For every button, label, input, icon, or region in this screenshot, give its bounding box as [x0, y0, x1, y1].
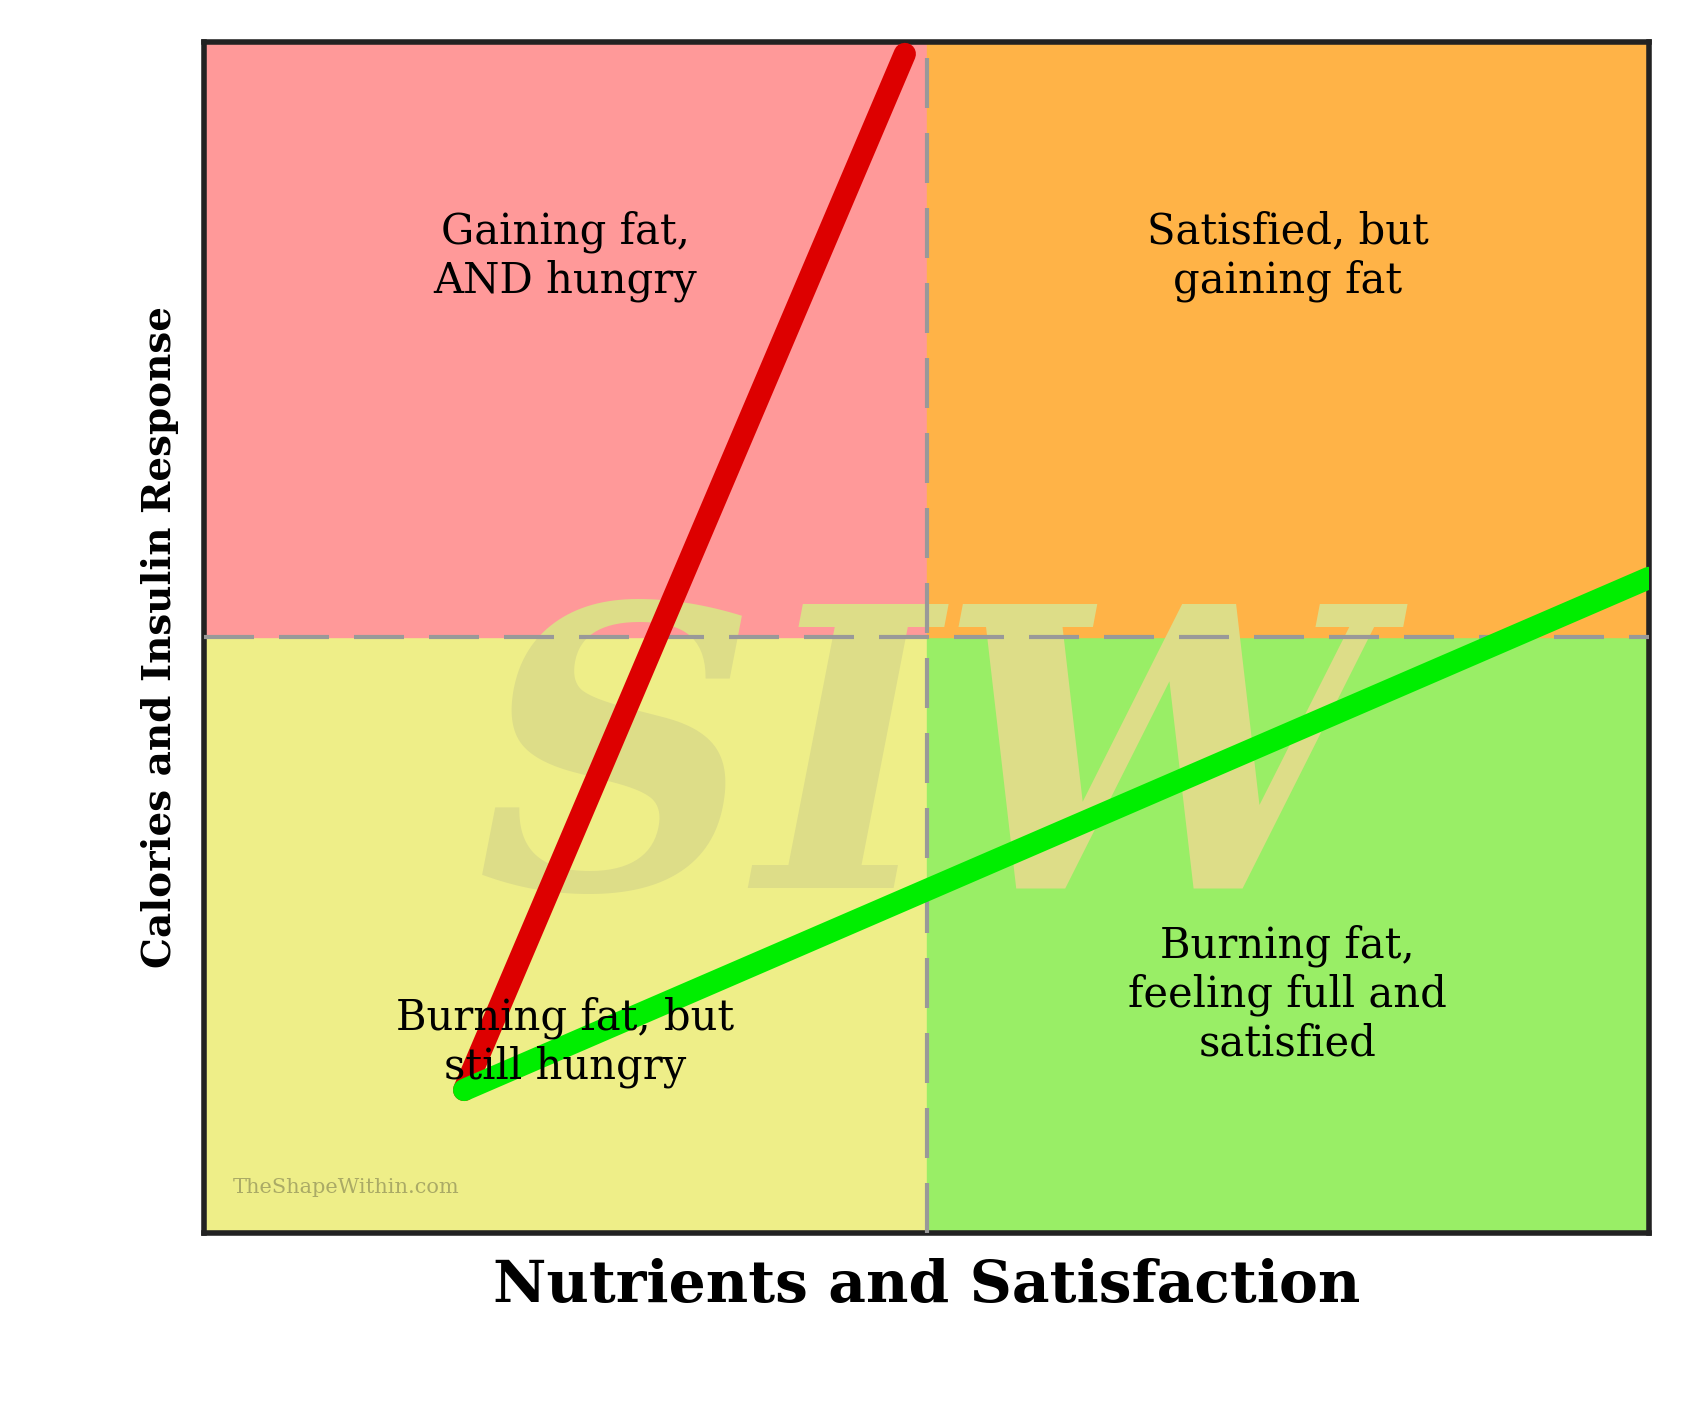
Bar [927, 42, 1649, 637]
Text: SIW: SIW [476, 591, 1377, 969]
Text: Burning fat, but
still hungry: Burning fat, but still hungry [396, 996, 734, 1089]
Bar [204, 637, 927, 1233]
Text: Burning fat,
feeling full and
satisfied: Burning fat, feeling full and satisfied [1129, 925, 1447, 1065]
Text: Satisfied, but
gaining fat: Satisfied, but gaining fat [1148, 210, 1428, 303]
Text: Gaining fat,
AND hungry: Gaining fat, AND hungry [434, 210, 697, 303]
Bar [927, 637, 1649, 1233]
X-axis label: Nutrients and Satisfaction: Nutrients and Satisfaction [493, 1258, 1360, 1314]
Y-axis label: Calories and Insulin Response: Calories and Insulin Response [141, 307, 178, 968]
Bar [204, 42, 927, 637]
Text: TheShapeWithin.com: TheShapeWithin.com [233, 1178, 459, 1196]
